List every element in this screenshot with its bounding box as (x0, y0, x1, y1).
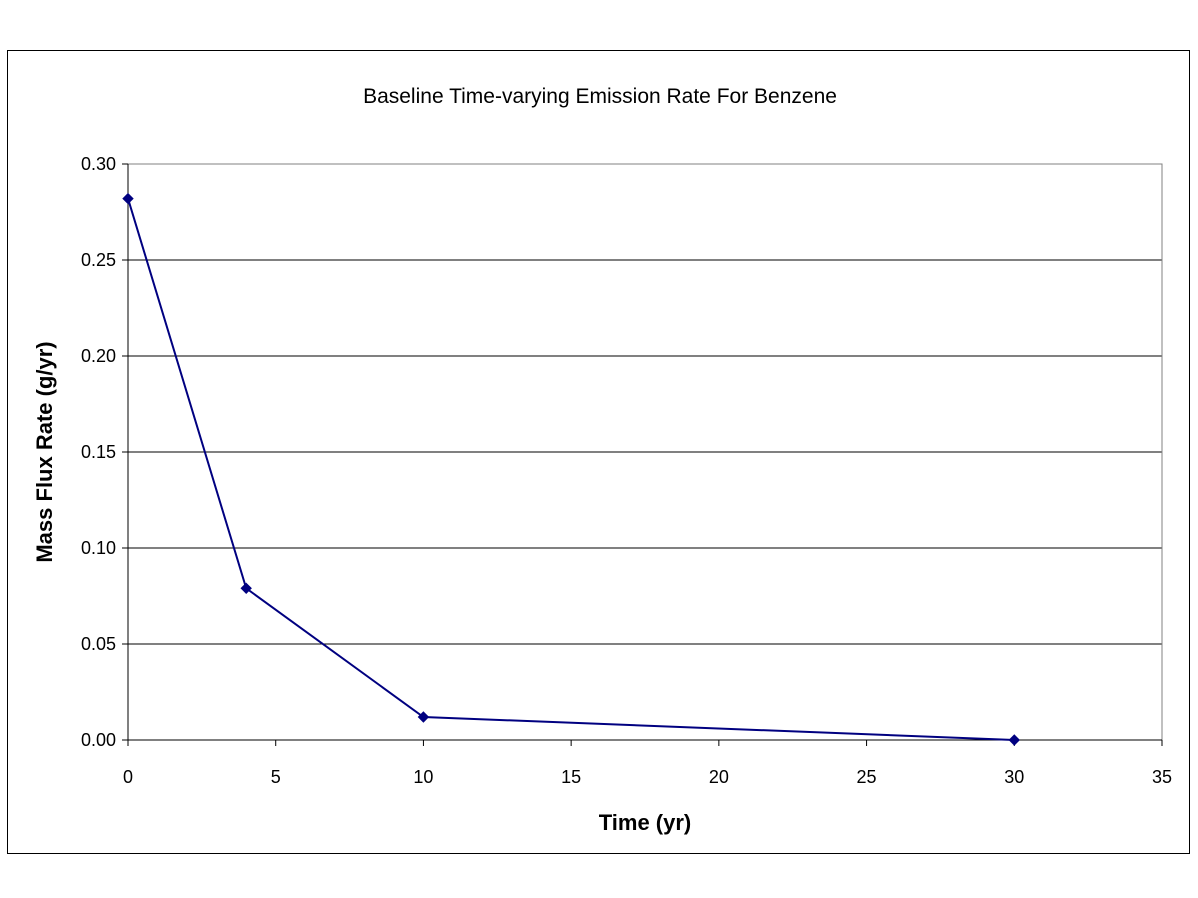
series-line (127, 198, 1015, 741)
x-tick-label: 15 (561, 767, 581, 787)
x-tick-label: 35 (1152, 767, 1172, 787)
y-tick-label: 0.05 (81, 634, 116, 654)
y-tick-label: 0.00 (81, 730, 116, 750)
chart-title: Baseline Time-varying Emission Rate For … (363, 85, 837, 108)
x-tick-label: 25 (857, 767, 877, 787)
tick-labels: 0.00 0.05 0.10 0.15 0.20 0.25 0.30 0 5 10 15 20 25 30… (81, 154, 1172, 787)
data-point (122, 192, 134, 205)
data-point (417, 711, 430, 723)
x-axis-title: Time (yr) (599, 810, 692, 835)
x-tick-label: 10 (413, 767, 433, 787)
y-tick-label: 0.15 (81, 442, 116, 462)
x-tick-label: 5 (271, 767, 281, 787)
y-axis-title: Mass Flux Rate (g/yr) (32, 341, 57, 562)
data-point (240, 582, 252, 595)
data-point (1008, 734, 1021, 746)
axes (122, 163, 1163, 746)
y-tick-label: 0.30 (81, 154, 116, 174)
y-tick-label: 0.25 (81, 250, 116, 270)
y-tick-label: 0.20 (81, 346, 116, 366)
gridlines (128, 163, 1162, 645)
y-tick-label: 0.10 (81, 538, 116, 558)
x-tick-label: 20 (709, 767, 729, 787)
x-tick-label: 0 (123, 767, 133, 787)
x-tick-label: 30 (1004, 767, 1024, 787)
series (122, 192, 1021, 746)
